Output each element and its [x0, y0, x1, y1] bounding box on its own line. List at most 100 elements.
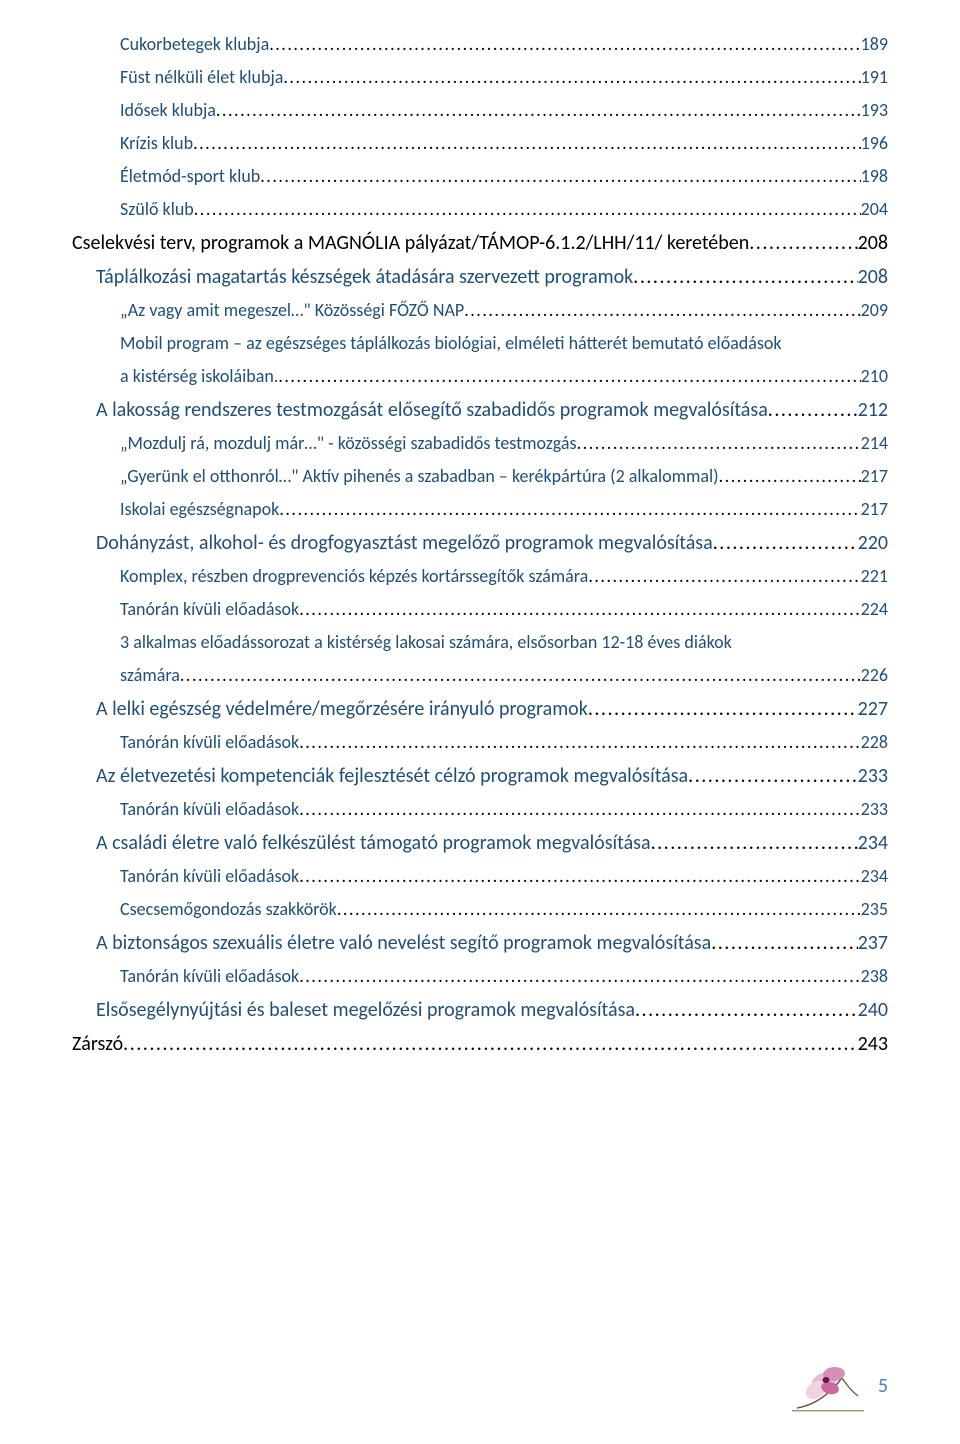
toc-title: Dohányzást, alkohol- és drogfogyasztást …: [96, 526, 713, 560]
toc-leader-dots: ........................................…: [688, 759, 857, 793]
toc-page-number: 233: [858, 759, 888, 793]
toc-leader-dots: ........................................…: [719, 460, 861, 493]
toc-page-number: 212: [858, 393, 888, 427]
toc-title: Komplex, részben drogprevenciós képzés k…: [120, 560, 588, 593]
toc-title: „Az vagy amit megeszel…" Közösségi FŐZŐ …: [120, 294, 464, 327]
toc-page-number: 227: [858, 692, 888, 726]
page-number: 5: [878, 1374, 888, 1398]
toc-page-number: 224: [861, 593, 888, 626]
toc-title: Tanórán kívüli előadások: [120, 793, 299, 826]
toc-entry: Cselekvési terv, programok a MAGNÓLIA pá…: [72, 226, 888, 260]
toc-leader-dots: ........................................…: [299, 593, 860, 626]
flower-icon: [792, 1360, 864, 1412]
toc-entry: Tanórán kívüli előadások................…: [72, 726, 888, 759]
toc-leader-dots: ........................................…: [283, 61, 860, 94]
toc-entry: Mobil program – az egészséges táplálkozá…: [72, 327, 888, 393]
table-of-contents: Cukorbetegek klubja.....................…: [72, 28, 888, 1061]
toc-title: Táplálkozási magatartás készségek átadás…: [96, 260, 633, 294]
toc-title-line: Mobil program – az egészséges táplálkozá…: [120, 327, 888, 360]
toc-page-number: 196: [861, 127, 888, 160]
toc-page-number: 209: [861, 294, 888, 327]
toc-entry: Komplex, részben drogprevenciós képzés k…: [72, 560, 888, 593]
toc-page-number: 233: [861, 793, 888, 826]
toc-page-number: 204: [861, 193, 888, 226]
toc-entry: Füst nélküli élet klubja................…: [72, 61, 888, 94]
toc-leader-dots: ........................................…: [299, 960, 860, 993]
toc-entry: Csecsemőgondozás szakkörök..............…: [72, 893, 888, 926]
toc-leader-dots: ........................................…: [123, 1027, 857, 1061]
toc-title: Cselekvési terv, programok a MAGNÓLIA pá…: [72, 226, 749, 260]
toc-leader-dots: ........................................…: [633, 260, 857, 294]
toc-leader-dots: ........................................…: [194, 193, 861, 226]
toc-title: A lakosság rendszeres testmozgását előse…: [96, 393, 768, 427]
toc-page-number: 237: [858, 926, 888, 960]
toc-entry: Tanórán kívüli előadások................…: [72, 960, 888, 993]
toc-title: Iskolai egészségnapok: [120, 493, 279, 526]
toc-entry: Elsősegélynyújtási és baleset megelőzési…: [72, 993, 888, 1027]
toc-page-number: 208: [858, 260, 888, 294]
toc-entry: 3 alkalmas előadássorozat a kistérség la…: [72, 626, 888, 692]
toc-page-number: 191: [861, 61, 888, 94]
toc-title: Cukorbetegek klubja: [120, 28, 269, 61]
toc-page-number: 217: [861, 493, 888, 526]
toc-leader-dots: ........................................…: [279, 493, 860, 526]
toc-title: számára: [120, 659, 180, 692]
toc-title-line: 3 alkalmas előadássorozat a kistérség la…: [120, 626, 888, 659]
toc-leader-dots: ........................................…: [260, 160, 860, 193]
toc-title: Idősek klubja: [120, 94, 216, 127]
toc-title: A családi életre való felkészülést támog…: [96, 826, 651, 860]
toc-entry: Krízis klub.............................…: [72, 127, 888, 160]
toc-entry: Táplálkozási magatartás készségek átadás…: [72, 260, 888, 294]
toc-title: Életmód-sport klub: [120, 160, 260, 193]
toc-title: „Mozdulj rá, mozdulj már…" - közösségi s…: [120, 427, 577, 460]
toc-entry: A családi életre való felkészülést támog…: [72, 826, 888, 860]
toc-page-number: 189: [861, 28, 888, 61]
page-footer: 5: [792, 1360, 888, 1412]
toc-title: Tanórán kívüli előadások: [120, 860, 299, 893]
toc-page-number: 234: [861, 860, 888, 893]
toc-leader-dots: ........................................…: [749, 226, 857, 260]
toc-leader-dots: ........................................…: [768, 393, 858, 427]
toc-leader-dots: ........................................…: [651, 826, 858, 860]
toc-page-number: 228: [861, 726, 888, 759]
toc-leader-dots: ........................................…: [713, 526, 858, 560]
toc-entry: Életmód-sport klub......................…: [72, 160, 888, 193]
toc-entry: A lakosság rendszeres testmozgását előse…: [72, 393, 888, 427]
toc-page-number: 198: [861, 160, 888, 193]
toc-leader-dots: ........................................…: [193, 127, 861, 160]
toc-entry: „Gyerünk el otthonról…" Aktív pihenés a …: [72, 460, 888, 493]
toc-title: Krízis klub: [120, 127, 193, 160]
toc-title: Füst nélküli élet klubja: [120, 61, 283, 94]
toc-title: Elsősegélynyújtási és baleset megelőzési…: [96, 993, 635, 1027]
toc-leader-dots: ........................................…: [635, 993, 858, 1027]
toc-title: „Gyerünk el otthonról…" Aktív pihenés a …: [120, 460, 719, 493]
toc-page-number: 210: [861, 360, 888, 393]
toc-leader-dots: ........................................…: [299, 726, 860, 759]
toc-page-number: 238: [861, 960, 888, 993]
toc-leader-dots: ........................................…: [577, 427, 861, 460]
toc-entry: A lelki egészség védelmére/megőrzésére i…: [72, 692, 888, 726]
toc-page-number: 221: [861, 560, 888, 593]
toc-title: Tanórán kívüli előadások: [120, 593, 299, 626]
toc-entry: A biztonságos szexuális életre való neve…: [72, 926, 888, 960]
toc-title: Tanórán kívüli előadások: [120, 960, 299, 993]
toc-entry: Iskolai egészségnapok...................…: [72, 493, 888, 526]
toc-entry: Cukorbetegek klubja.....................…: [72, 28, 888, 61]
toc-entry: Tanórán kívüli előadások................…: [72, 793, 888, 826]
toc-leader-dots: ........................................…: [711, 926, 857, 960]
toc-title: A lelki egészség védelmére/megőrzésére i…: [96, 692, 588, 726]
toc-page-number: 235: [861, 893, 888, 926]
toc-title: A biztonságos szexuális életre való neve…: [96, 926, 711, 960]
toc-entry: „Az vagy amit megeszel…" Közösségi FŐZŐ …: [72, 294, 888, 327]
toc-entry: Az életvezetési kompetenciák fejlesztésé…: [72, 759, 888, 793]
toc-entry: „Mozdulj rá, mozdulj már…" - közösségi s…: [72, 427, 888, 460]
toc-page-number: 217: [861, 460, 888, 493]
toc-leader-dots: ........................................…: [464, 294, 860, 327]
toc-page-number: 243: [858, 1027, 888, 1061]
toc-entry: Dohányzást, alkohol- és drogfogyasztást …: [72, 526, 888, 560]
toc-leader-dots: ........................................…: [180, 659, 861, 692]
toc-leader-dots: ........................................…: [278, 360, 860, 393]
toc-leader-dots: ........................................…: [588, 560, 860, 593]
toc-leader-dots: ........................................…: [216, 94, 861, 127]
toc-page-number: 226: [861, 659, 888, 692]
